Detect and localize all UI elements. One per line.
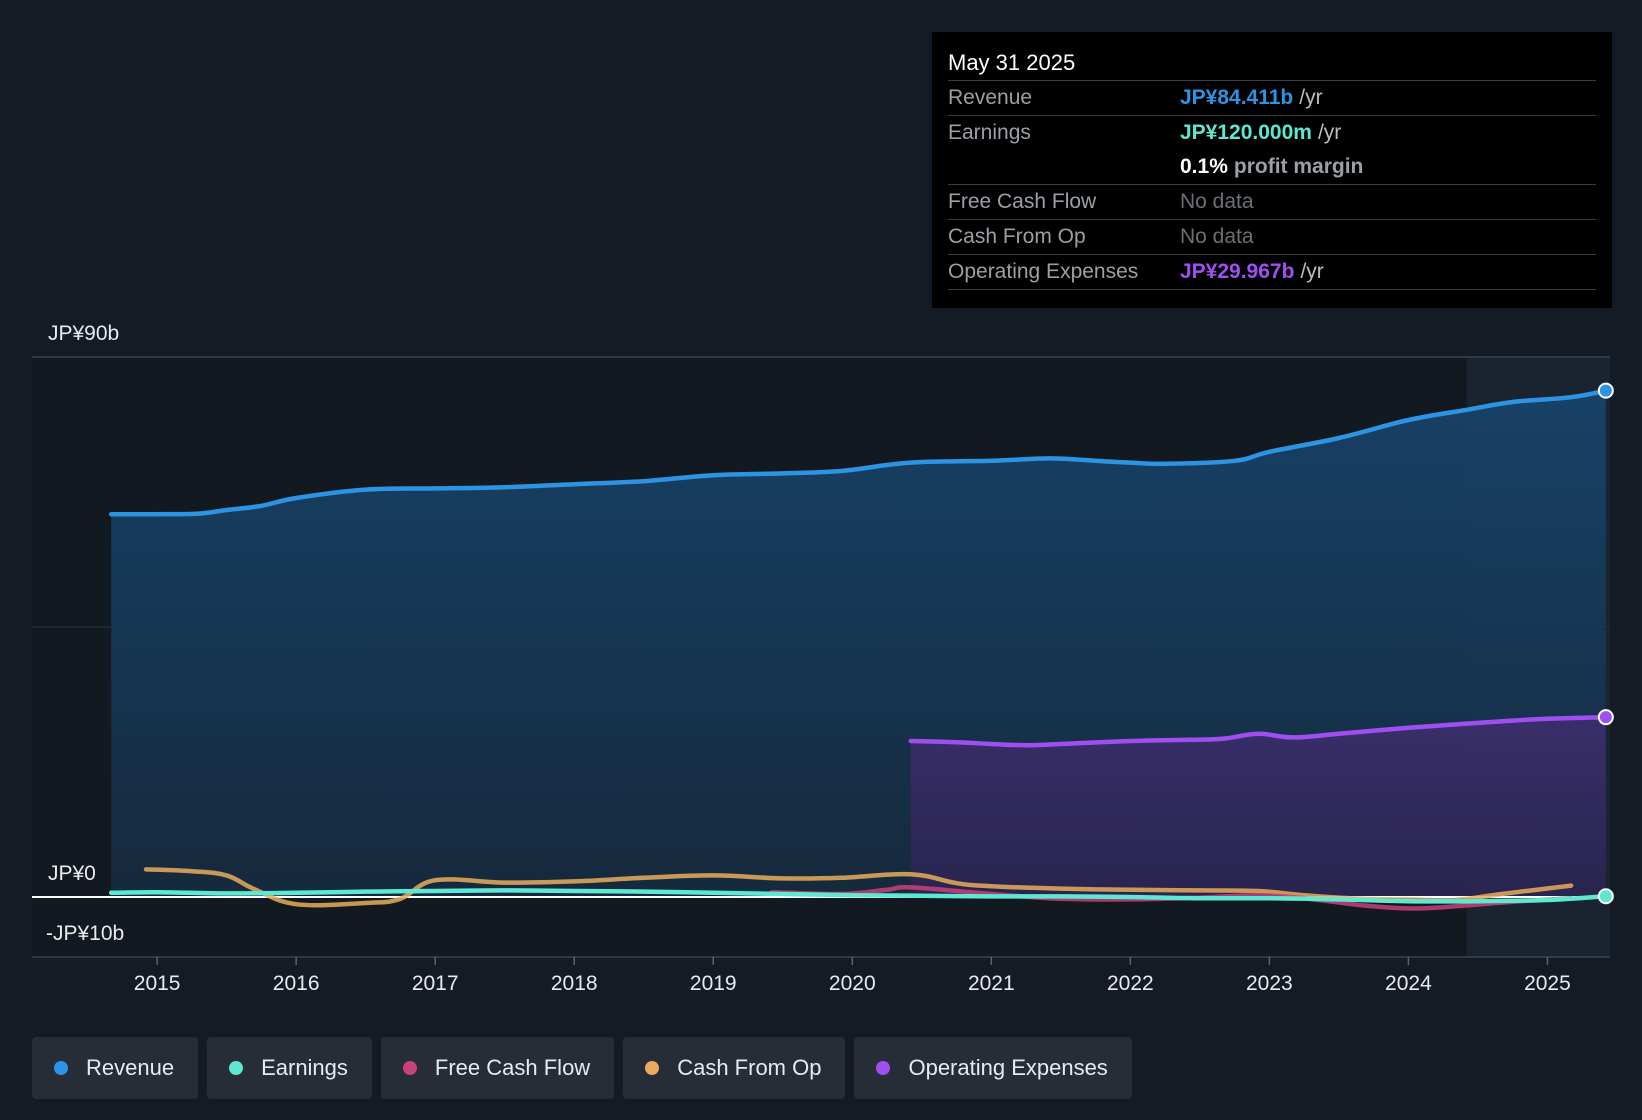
line-operating-expenses[interactable] (908, 714, 1609, 748)
legend-item-revenue[interactable]: Revenue (32, 1037, 199, 1099)
legend-item-earnings[interactable]: Earnings (207, 1037, 372, 1099)
tooltip-earnings-label: Earnings (948, 121, 1031, 144)
tooltip-row-cfo: Cash From Op No data (948, 220, 1596, 255)
chart-svg: JP¥90b JP¥0 -JP¥10b 2015 2016 2017 2018 2019… (32, 322, 1614, 995)
legend-dot-earnings (229, 1061, 244, 1075)
tooltip-revenue-unit: /yr (1299, 86, 1323, 109)
tooltip-profit-margin-value: 0.1% (1180, 155, 1228, 178)
legend-label-earnings: Earnings (261, 1055, 348, 1080)
legend-label-operating-expenses: Operating Expenses (908, 1055, 1108, 1080)
endpoint-earnings[interactable] (1597, 888, 1614, 905)
x-tick-label: 2022 (1107, 972, 1154, 995)
tooltip-panel: May 31 2025 Revenue JP¥84.411b /yr Earni… (932, 32, 1612, 308)
legend: Revenue Earnings Free Cash Flow Cash Fro… (32, 1037, 1132, 1099)
tooltip-earnings-unit: /yr (1317, 121, 1342, 144)
tooltip-row-profit-margin: 0.1% profit margin (948, 150, 1596, 185)
y-label-zero: JP¥0 (48, 862, 96, 885)
x-tick-label: 2016 (273, 972, 320, 995)
x-axis-ticks: 2015 2016 2017 2018 2019 2020 2021 2022 2023 2024… (134, 957, 1571, 995)
tooltip-fcf-value: No data (1180, 190, 1254, 213)
area-operating-expenses (910, 717, 1606, 897)
x-tick-label: 2018 (551, 972, 598, 995)
x-tick-label: 2021 (968, 972, 1015, 995)
tooltip-row-opex: Operating Expenses JP¥29.967b /yr (948, 255, 1596, 290)
legend-item-operating-expenses[interactable]: Operating Expenses (854, 1037, 1132, 1099)
y-label-top: JP¥90b (48, 322, 119, 345)
legend-dot-operating-expenses (876, 1061, 891, 1075)
x-tick-label: 2017 (412, 972, 459, 995)
tooltip-profit-margin-label: profit margin (1233, 155, 1364, 178)
tooltip-opex-label: Operating Expenses (948, 260, 1139, 283)
tooltip-revenue-value: JP¥84.411b (1180, 86, 1294, 109)
legend-item-cash-from-op[interactable]: Cash From Op (623, 1037, 846, 1099)
x-tick-label: 2024 (1385, 972, 1432, 995)
x-tick-label: 2015 (134, 972, 181, 995)
x-tick-label: 2020 (829, 972, 876, 995)
x-tick-label: 2025 (1524, 972, 1571, 995)
x-tick-label: 2019 (690, 972, 737, 995)
tooltip-date: May 31 2025 (948, 46, 1596, 81)
series-endpoints (1597, 382, 1614, 905)
tooltip-opex-value: JP¥29.967b (1180, 260, 1295, 283)
tooltip-earnings-value: JP¥120.000m (1180, 121, 1312, 144)
legend-label-cash-from-op: Cash From Op (677, 1055, 822, 1080)
line-revenue[interactable] (108, 388, 1609, 517)
tooltip-opex-unit: /yr (1300, 260, 1324, 283)
line-earnings[interactable] (108, 888, 1609, 904)
legend-dot-free-cash-flow (402, 1061, 417, 1075)
legend-item-free-cash-flow[interactable]: Free Cash Flow (380, 1037, 615, 1099)
series-areas (111, 390, 1606, 897)
tooltip-fcf-label: Free Cash Flow (948, 190, 1097, 213)
x-tick-label: 2023 (1246, 972, 1293, 995)
legend-label-free-cash-flow: Free Cash Flow (434, 1055, 591, 1080)
tooltip-row-earnings: Earnings JP¥120.000m /yr (948, 116, 1596, 150)
endpoint-revenue[interactable] (1597, 382, 1614, 399)
tooltip-cfo-label: Cash From Op (948, 225, 1086, 248)
series-lines (108, 388, 1609, 911)
tooltip-row-fcf: Free Cash Flow No data (948, 185, 1596, 220)
tooltip-cfo-value: No data (1180, 225, 1254, 248)
endpoint-operating-expenses[interactable] (1597, 709, 1614, 726)
legend-dot-revenue (54, 1061, 68, 1075)
tooltip-row-revenue: Revenue JP¥84.411b /yr (948, 81, 1596, 116)
tooltip-revenue-label: Revenue (948, 86, 1033, 109)
y-label-bottom: -JP¥10b (46, 922, 124, 945)
legend-label-revenue: Revenue (86, 1055, 175, 1080)
legend-dot-cash-from-op (645, 1061, 660, 1075)
